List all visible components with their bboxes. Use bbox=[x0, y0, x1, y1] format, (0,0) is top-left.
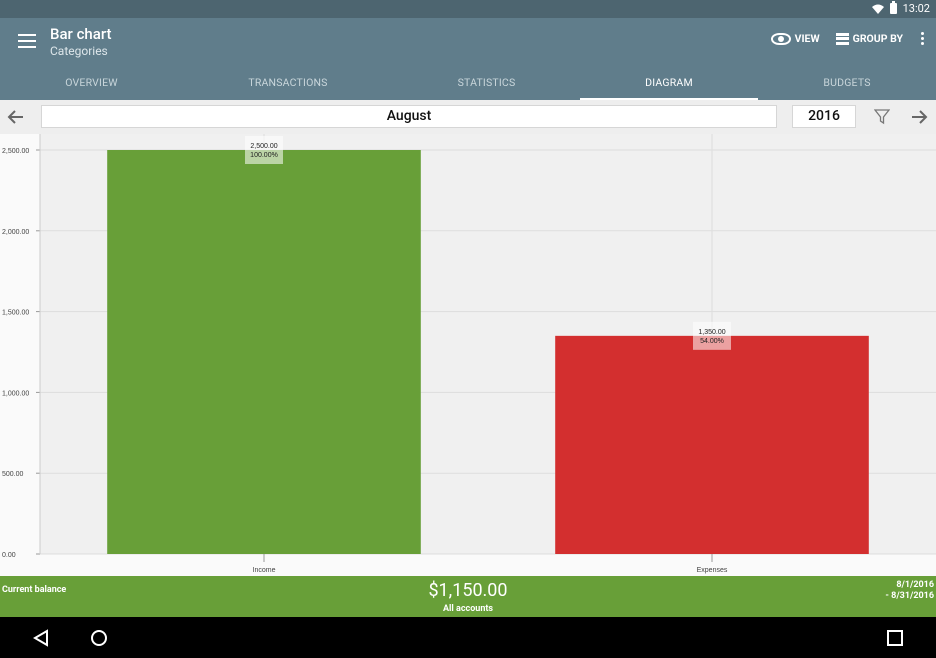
app-toolbar: Bar chart Categories VIEW GROUP BY OVERV… bbox=[0, 18, 936, 100]
data-label-percent: 100.00% bbox=[250, 152, 278, 159]
next-period-arrow-icon[interactable] bbox=[911, 108, 929, 126]
eye-icon bbox=[770, 32, 791, 45]
period-selector: August 2016 bbox=[0, 100, 936, 134]
year-field[interactable]: 2016 bbox=[792, 105, 856, 128]
balance-amount: $1,150.00 bbox=[428, 580, 508, 601]
balance-bar: Current balance $1,150.00 All accounts 8… bbox=[0, 576, 936, 617]
menu-icon[interactable] bbox=[18, 34, 36, 48]
balance-accounts: All accounts bbox=[442, 604, 494, 614]
data-label-box bbox=[245, 136, 283, 164]
date-from: 8/1/2016 bbox=[896, 580, 934, 590]
back-icon[interactable] bbox=[32, 629, 50, 647]
bar-income bbox=[107, 150, 421, 554]
y-tick-label: 2,500.00 bbox=[2, 148, 29, 155]
group-by-button[interactable]: GROUP BY bbox=[835, 32, 903, 45]
balance-label: Current balance bbox=[2, 585, 67, 595]
data-label-value: 1,350.00 bbox=[698, 329, 725, 336]
y-tick-label: 1,500.00 bbox=[2, 310, 29, 317]
balance-date-range: 8/1/2016 - 8/31/2016 bbox=[885, 580, 934, 602]
view-button[interactable]: VIEW bbox=[770, 32, 820, 45]
filter-icon[interactable] bbox=[874, 109, 890, 125]
wifi-icon bbox=[871, 4, 884, 14]
date-to: - 8/31/2016 bbox=[885, 591, 934, 601]
page-subtitle: Categories bbox=[50, 44, 108, 58]
group-by-icon bbox=[835, 32, 849, 45]
tab-bar: OVERVIEW TRANSACTIONS STATISTICS DIAGRAM… bbox=[0, 74, 936, 100]
bar-chart: 0.00 500.00 1,000.00 1,500.00 2,000.00 2,500.… bbox=[0, 134, 936, 576]
navigation-bar bbox=[0, 617, 936, 658]
month-field[interactable]: August bbox=[41, 105, 777, 128]
tab-transactions[interactable]: TRANSACTIONS bbox=[248, 76, 328, 89]
tab-overview[interactable]: OVERVIEW bbox=[65, 76, 118, 89]
battery-icon bbox=[889, 1, 897, 14]
status-time: 13:02 bbox=[902, 2, 930, 15]
x-tick-label: Income bbox=[253, 567, 276, 574]
home-icon[interactable] bbox=[90, 629, 108, 647]
x-tick-label: Expenses bbox=[697, 567, 728, 574]
y-tick-label: 2,000.00 bbox=[2, 229, 29, 236]
bar-chart-svg: 0.00 500.00 1,000.00 1,500.00 2,000.00 2,500.… bbox=[2, 134, 936, 574]
bar-expenses bbox=[555, 335, 869, 554]
y-tick-label: 1,000.00 bbox=[2, 390, 29, 397]
tab-diagram[interactable]: DIAGRAM bbox=[580, 74, 758, 100]
overflow-menu-icon[interactable] bbox=[919, 32, 926, 45]
recents-icon[interactable] bbox=[886, 629, 904, 647]
tab-budgets[interactable]: BUDGETS bbox=[823, 76, 871, 89]
y-tick-label: 0.00 bbox=[2, 552, 16, 559]
page-title: Bar chart bbox=[50, 25, 112, 43]
previous-period-arrow-icon[interactable] bbox=[6, 108, 24, 126]
view-label: VIEW bbox=[794, 32, 820, 45]
y-tick-label: 500.00 bbox=[2, 471, 24, 478]
data-label-box bbox=[693, 321, 731, 350]
group-by-label: GROUP BY bbox=[852, 32, 903, 45]
status-bar: 13:02 bbox=[0, 0, 936, 18]
tab-statistics[interactable]: STATISTICS bbox=[457, 76, 516, 89]
data-label-percent: 54.00% bbox=[700, 338, 724, 345]
data-label-value: 2,500.00 bbox=[250, 143, 277, 150]
